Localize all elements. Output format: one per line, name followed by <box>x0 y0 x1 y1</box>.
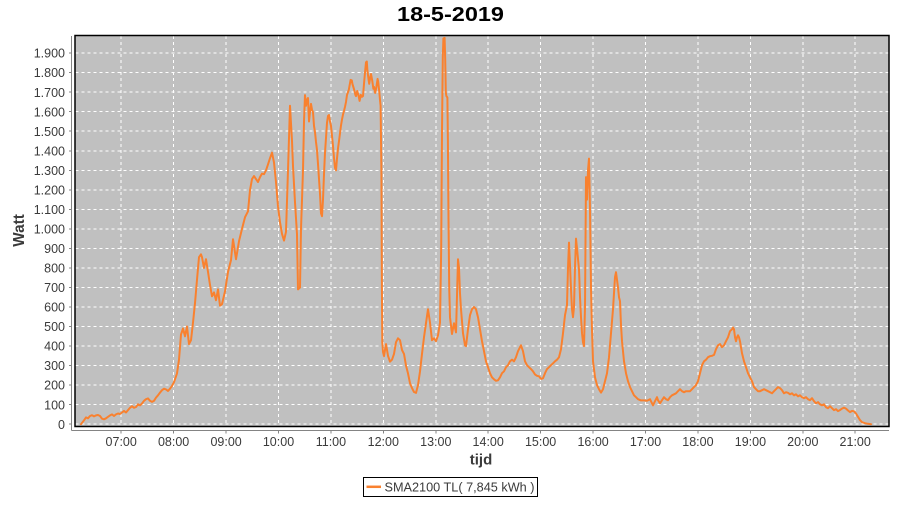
svg-text:13:00: 13:00 <box>420 435 451 449</box>
svg-text:1.200: 1.200 <box>34 183 65 197</box>
svg-text:1.100: 1.100 <box>34 203 65 217</box>
svg-text:18:00: 18:00 <box>682 435 713 449</box>
svg-text:300: 300 <box>44 359 65 373</box>
svg-text:0: 0 <box>58 418 65 432</box>
svg-text:16:00: 16:00 <box>577 435 608 449</box>
svg-text:11:00: 11:00 <box>316 435 346 449</box>
svg-text:Watt: Watt <box>11 214 28 247</box>
svg-text:500: 500 <box>44 320 65 334</box>
svg-text:1.800: 1.800 <box>34 66 65 80</box>
svg-text:200: 200 <box>44 379 65 393</box>
svg-text:1.700: 1.700 <box>34 86 65 100</box>
svg-text:600: 600 <box>44 301 65 315</box>
svg-text:07:00: 07:00 <box>106 435 137 449</box>
svg-text:1.400: 1.400 <box>34 144 65 158</box>
svg-text:1.300: 1.300 <box>34 164 65 178</box>
svg-text:400: 400 <box>44 340 65 354</box>
svg-text:1.900: 1.900 <box>34 47 65 61</box>
svg-text:900: 900 <box>44 242 65 256</box>
svg-text:15:00: 15:00 <box>525 435 556 449</box>
svg-text:1.600: 1.600 <box>34 105 65 119</box>
svg-text:19:00: 19:00 <box>735 435 766 449</box>
svg-text:17:00: 17:00 <box>630 435 661 449</box>
svg-text:10:00: 10:00 <box>263 435 294 449</box>
svg-text:100: 100 <box>44 398 65 412</box>
svg-text:1.000: 1.000 <box>34 223 65 237</box>
svg-text:700: 700 <box>44 281 65 295</box>
svg-text:18-5-2019: 18-5-2019 <box>397 2 504 25</box>
svg-text:09:00: 09:00 <box>210 435 241 449</box>
svg-text:21:00: 21:00 <box>840 435 871 449</box>
svg-text:08:00: 08:00 <box>158 435 189 449</box>
svg-text:12:00: 12:00 <box>368 435 399 449</box>
svg-text:20:00: 20:00 <box>787 435 818 449</box>
svg-text:tijd: tijd <box>470 452 493 469</box>
svg-text:800: 800 <box>44 262 65 276</box>
svg-text:SMA2100 TL( 7,845 kWh ): SMA2100 TL( 7,845 kWh ) <box>385 480 535 494</box>
svg-text:1.500: 1.500 <box>34 125 65 139</box>
svg-text:14:00: 14:00 <box>473 435 504 449</box>
